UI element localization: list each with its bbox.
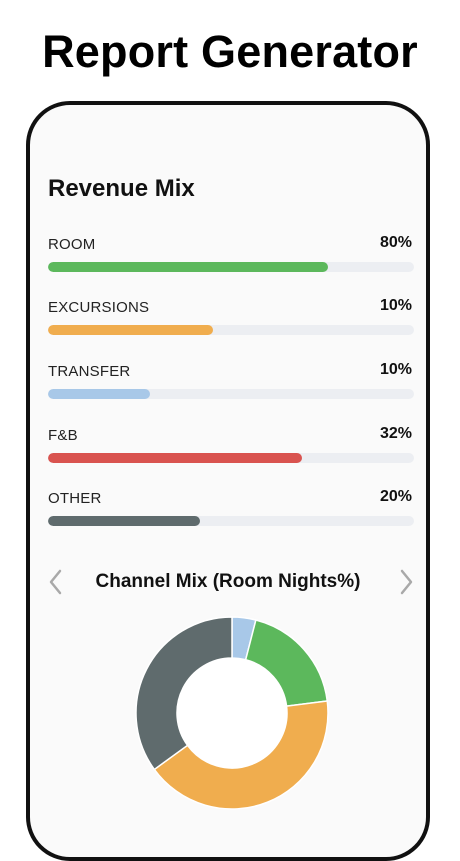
app-screen: Revenue Mix ROOM 80% EXCURSIONS 10% TRAN… [30,105,426,857]
progress-track [48,262,414,272]
progress-fill [48,389,151,399]
metric-percent: 10% [379,297,412,314]
metric-label: OTHER [48,490,102,507]
metric-label: ROOM [48,236,96,253]
chevron-right-icon[interactable] [394,567,418,597]
metric-transfer: TRANSFER 10% [48,361,414,403]
progress-fill [48,262,328,272]
donut-chart-svg [135,616,329,810]
progress-fill [48,325,213,335]
chevron-left-icon[interactable] [44,567,68,597]
metric-percent: 10% [379,361,412,378]
progress-fill [48,516,200,526]
channel-mix-title: Channel Mix (Room Nights%) [95,571,361,592]
metric-label: TRANSFER [48,363,131,380]
metric-percent: 20% [379,488,412,505]
revenue-mix-title: Revenue Mix [48,175,195,202]
metric-fb: F&B 32% [48,425,414,467]
metric-label: EXCURSIONS [48,299,150,316]
metric-other: OTHER 20% [48,488,414,530]
progress-track [48,516,414,526]
progress-track [48,325,414,335]
metric-label: F&B [48,427,78,444]
progress-track [48,389,414,399]
promo-title: Report Generator [42,26,418,77]
donut-hole [177,658,287,768]
metric-percent: 32% [379,425,412,442]
metric-room: ROOM 80% [48,234,414,276]
phone-frame: Revenue Mix ROOM 80% EXCURSIONS 10% TRAN… [26,101,430,861]
metric-excursions: EXCURSIONS 10% [48,297,414,339]
progress-track [48,453,414,463]
metric-percent: 80% [379,234,412,251]
channel-mix-header: Channel Mix (Room Nights%) [30,567,426,597]
progress-fill [48,453,303,463]
channel-mix-chart [134,615,330,811]
